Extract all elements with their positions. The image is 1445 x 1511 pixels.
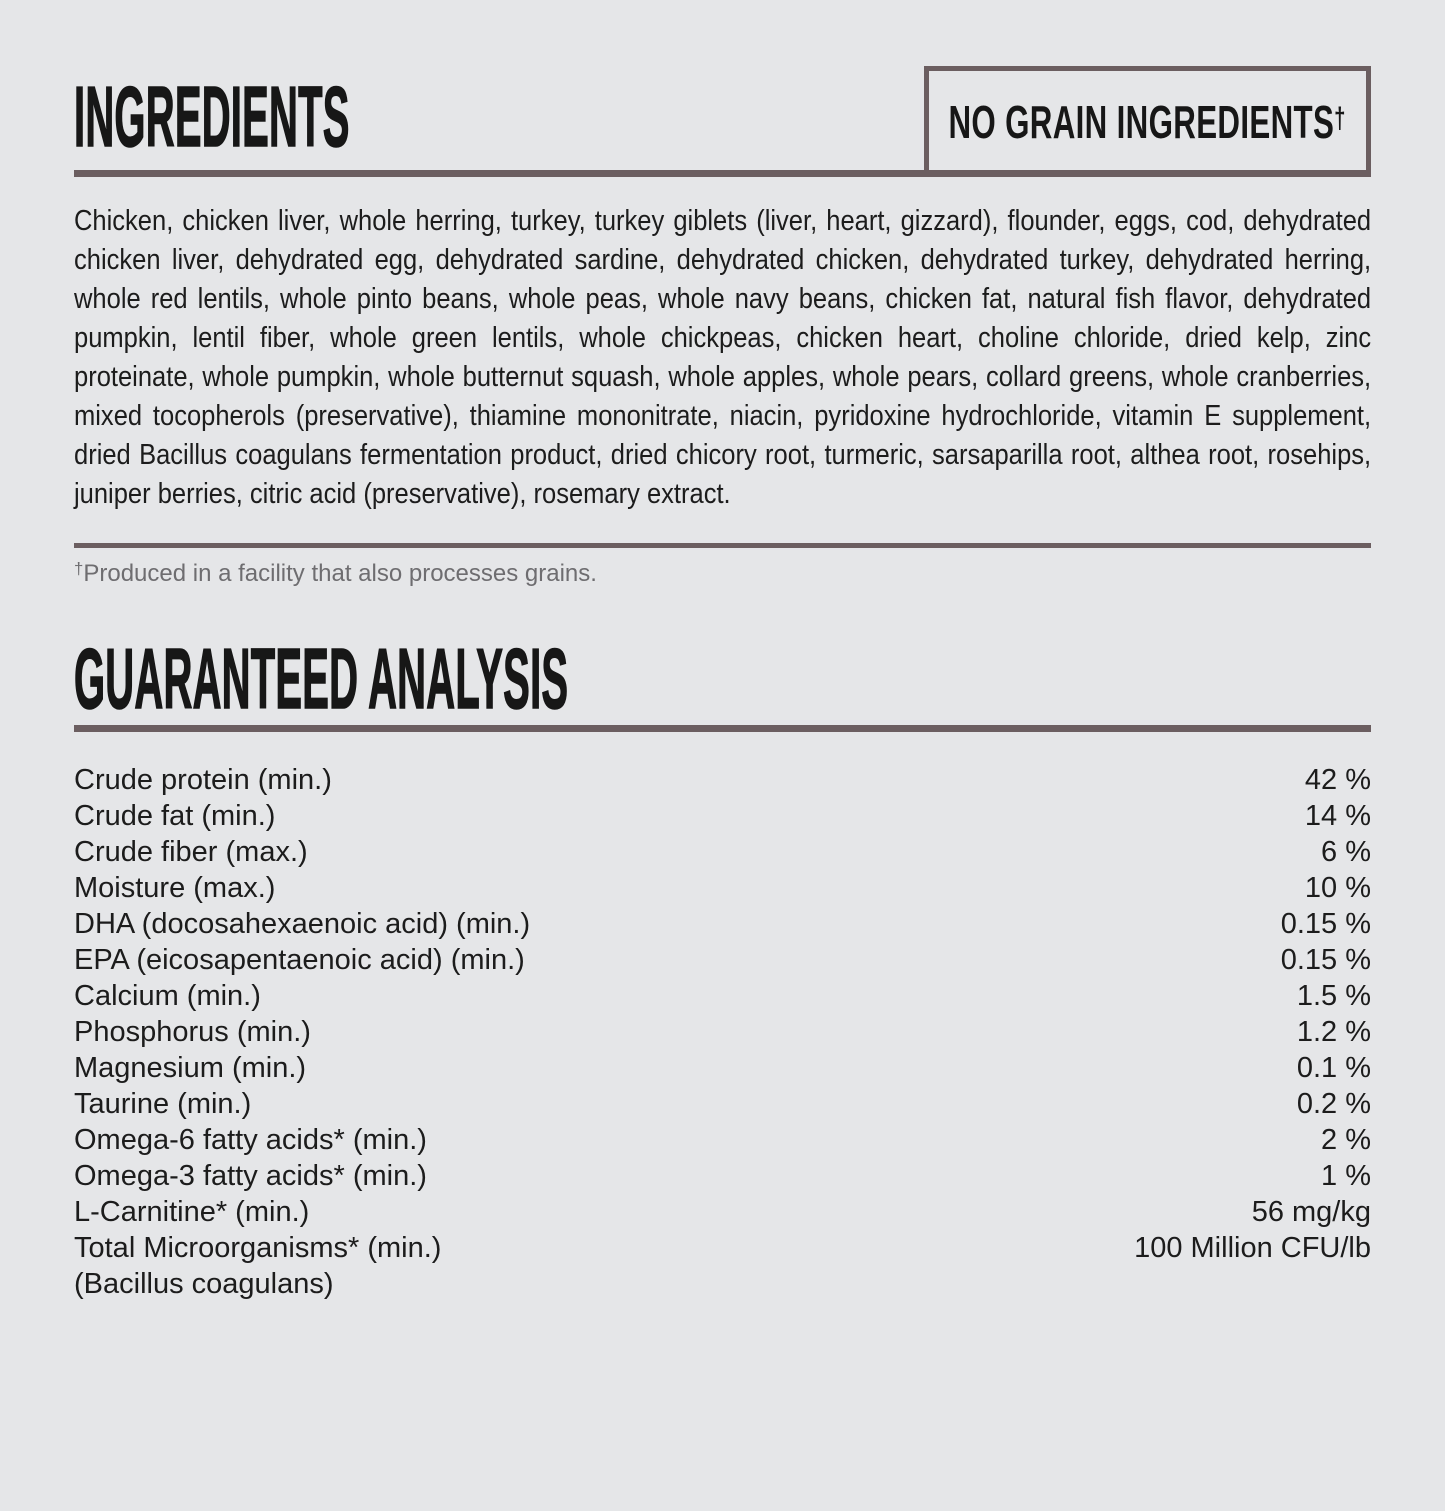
analysis-row-value: 1.5 % — [1296, 980, 1371, 1012]
analysis-row-value: 2 % — [1321, 1124, 1371, 1156]
guaranteed-analysis-table: Crude protein (min.) 42 % Crude fat (min.)… — [74, 762, 1371, 1302]
analysis-row-value: 56 mg/kg — [1251, 1196, 1371, 1228]
analysis-row: L-Carnitine* (min.) 56 mg/kg — [74, 1194, 1371, 1230]
analysis-row-value: 14 % — [1304, 800, 1371, 832]
analysis-row-value: 100 Million CFU/lb — [1134, 1232, 1371, 1264]
analysis-row: DHA (docosahexaenoic acid) (min.) 0.15 % — [74, 906, 1371, 942]
analysis-row: Crude fat (min.) 14 % — [74, 798, 1371, 834]
grain-facility-footnote: †Produced in a facility that also proces… — [74, 559, 597, 587]
dagger-symbol: † — [1334, 101, 1347, 135]
analysis-row: Calcium (min.) 1.5 % — [74, 978, 1371, 1014]
dagger-symbol: † — [74, 559, 84, 578]
analysis-row-label: Magnesium (min.) — [74, 1052, 307, 1084]
analysis-row-label: Crude protein (min.) — [74, 764, 332, 796]
analysis-row: Omega-3 fatty acids* (min.) 1 % — [74, 1158, 1371, 1194]
ingredients-title: INGREDIENTS — [74, 70, 350, 165]
pet-food-label: INGREDIENTS NO GRAIN INGREDIENTS† Chicke… — [0, 66, 1445, 1511]
analysis-row: Phosphorus (min.) 1.2 % — [74, 1014, 1371, 1050]
analysis-row-label: Total Microorganisms* (min.) — [74, 1232, 442, 1264]
ingredients-header: INGREDIENTS NO GRAIN INGREDIENTS† — [74, 66, 1371, 177]
analysis-row: Moisture (max.) 10 % — [74, 870, 1371, 906]
analysis-row-value: 1 % — [1321, 1160, 1371, 1192]
analysis-row-label: Crude fat (min.) — [74, 800, 276, 832]
no-grain-label: NO GRAIN INGREDIENTS† — [948, 95, 1347, 148]
analysis-row: Omega-6 fatty acids* (min.) 2 % — [74, 1122, 1371, 1158]
no-grain-callout-box: NO GRAIN INGREDIENTS† — [924, 66, 1371, 177]
analysis-row: EPA (eicosapentaenoic acid) (min.) 0.15 % — [74, 942, 1371, 978]
analysis-row-value: 42 % — [1304, 764, 1371, 796]
analysis-row: (Bacillus coagulans) — [74, 1266, 1371, 1302]
analysis-row-label: Phosphorus (min.) — [74, 1016, 311, 1048]
analysis-row-value: 10 % — [1304, 872, 1371, 904]
analysis-row-label: DHA (docosahexaenoic acid) (min.) — [74, 908, 531, 940]
analysis-row-value: 0.2 % — [1296, 1088, 1371, 1120]
analysis-row: Magnesium (min.) 0.1 % — [74, 1050, 1371, 1086]
ingredients-divider — [74, 543, 1371, 548]
analysis-row: Crude fiber (max.) 6 % — [74, 834, 1371, 870]
analysis-row: Crude protein (min.) 42 % — [74, 762, 1371, 798]
guaranteed-analysis-divider — [74, 725, 1371, 732]
analysis-row-label: Taurine (min.) — [74, 1088, 252, 1120]
guaranteed-analysis-title: GUARANTEED ANALYSIS — [74, 632, 569, 727]
analysis-row: Taurine (min.) 0.2 % — [74, 1086, 1371, 1122]
analysis-row-value: 1.2 % — [1296, 1016, 1371, 1048]
analysis-row-label: EPA (eicosapentaenoic acid) (min.) — [74, 944, 525, 976]
analysis-row: Total Microorganisms* (min.) 100 Million … — [74, 1230, 1371, 1266]
analysis-row-label: Calcium (min.) — [74, 980, 261, 1012]
ingredients-list: Chicken, chicken liver, whole herring, t… — [74, 205, 1372, 510]
analysis-row-label: Moisture (max.) — [74, 872, 276, 904]
analysis-row-label: L-Carnitine* (min.) — [74, 1196, 310, 1228]
analysis-row-value: 0.1 % — [1296, 1052, 1371, 1084]
analysis-row-label: (Bacillus coagulans) — [74, 1268, 334, 1300]
analysis-row-label: Omega-3 fatty acids* (min.) — [74, 1160, 427, 1192]
analysis-row-label: Omega-6 fatty acids* (min.) — [74, 1124, 427, 1156]
analysis-row-value: 6 % — [1321, 836, 1371, 868]
analysis-row-value: 0.15 % — [1280, 908, 1371, 940]
analysis-row-label: Crude fiber (max.) — [74, 836, 308, 868]
analysis-row-value: 0.15 % — [1280, 944, 1371, 976]
